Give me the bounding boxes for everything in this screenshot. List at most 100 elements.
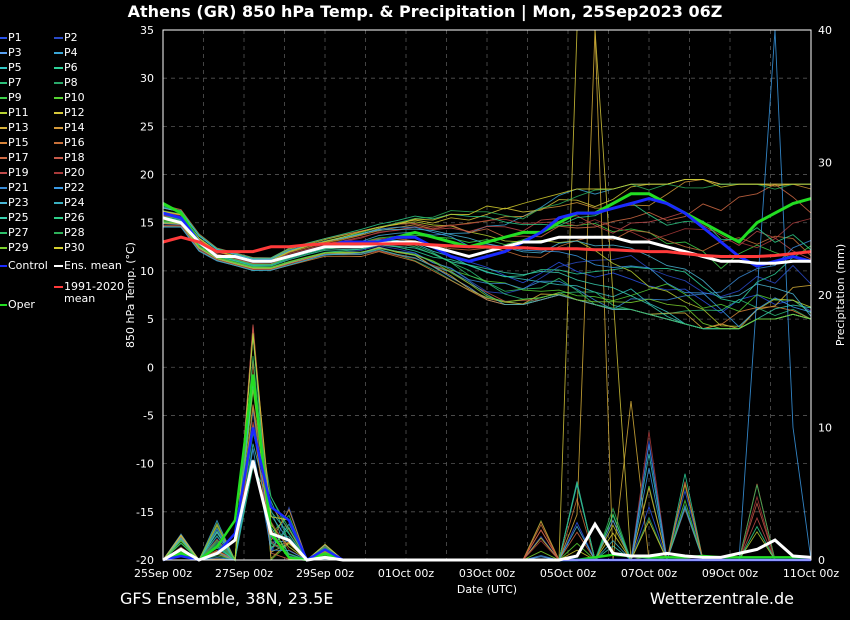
legend-swatch	[54, 67, 63, 69]
legend-item: P25	[0, 212, 29, 224]
legend-swatch	[0, 52, 7, 54]
legend-swatch	[54, 172, 63, 174]
legend-item: Control	[0, 260, 48, 272]
legend-label: P22	[64, 181, 85, 194]
legend-item: 1991-2020 mean	[54, 281, 126, 305]
legend-label: P19	[8, 166, 29, 179]
legend-item: P16	[54, 137, 85, 149]
legend-item: P23	[0, 197, 29, 209]
legend-label: P30	[64, 241, 85, 254]
legend-swatch	[54, 52, 63, 54]
y-left-tick-label: 30	[140, 72, 154, 85]
legend-label: P15	[8, 136, 29, 149]
legend-item: P1	[0, 32, 22, 44]
legend-item: P12	[54, 107, 85, 119]
legend-item: P19	[0, 167, 29, 179]
legend-swatch	[0, 37, 7, 39]
x-tick-label: 07Oct 00z	[621, 567, 678, 580]
legend-item: P11	[0, 107, 29, 119]
legend-swatch	[54, 142, 63, 144]
legend-label: P10	[64, 91, 85, 104]
y-left-tick-label: 15	[140, 217, 154, 230]
legend-item: P29	[0, 242, 29, 254]
chart-axes: 35 30 25 20 15 10 5 0 -5 -10 -15 -20 40 30 20 10 0 25Sep …	[124, 24, 847, 596]
legend-label: Control	[8, 259, 48, 272]
legend-swatch	[54, 37, 63, 39]
member-temp-line	[162, 221, 812, 330]
legend-item: P10	[54, 92, 85, 104]
legend-label: P28	[64, 226, 85, 239]
y-right-tick-label: 0	[818, 554, 825, 567]
y-left-tick-label: -10	[136, 458, 154, 471]
legend-swatch	[54, 232, 63, 234]
legend-label: P3	[8, 46, 22, 59]
legend-swatch	[54, 286, 63, 288]
legend-item: P4	[54, 47, 78, 59]
legend-item: P26	[54, 212, 85, 224]
legend-label: P20	[64, 166, 85, 179]
legend-item: P24	[54, 197, 85, 209]
legend-label: Ens. mean	[64, 259, 122, 272]
legend-swatch	[54, 112, 63, 114]
legend-swatch	[0, 112, 7, 114]
y-left-tick-label: 10	[140, 265, 154, 278]
x-tick-label: 29Sep 00z	[296, 567, 354, 580]
legend-swatch	[54, 265, 63, 267]
legend-label: P17	[8, 151, 29, 164]
site-credit[interactable]: Wetterzentrale.de	[649, 589, 794, 608]
legend-swatch	[0, 172, 7, 174]
legend-label: P5	[8, 61, 22, 74]
model-info: GFS Ensemble, 38N, 23.5E	[120, 589, 334, 608]
legend-label: P7	[8, 76, 22, 89]
x-axis-title: Date (UTC)	[457, 583, 517, 596]
legend-swatch	[0, 232, 7, 234]
legend-item: P18	[54, 152, 85, 164]
legend-item: P22	[54, 182, 85, 194]
legend-label: P26	[64, 211, 85, 224]
legend-label: P9	[8, 91, 22, 104]
y-left-axis-title: 850 hPa Temp. (°C)	[124, 242, 137, 348]
legend-swatch	[0, 247, 7, 249]
y-right-tick-label: 20	[818, 289, 832, 302]
temp-line-1991-2020-mean	[162, 235, 812, 258]
legend-swatch	[0, 82, 7, 84]
legend-swatch	[0, 97, 7, 99]
plot-frame	[162, 29, 812, 561]
legend-swatch	[0, 187, 7, 189]
legend-label: P14	[64, 121, 85, 134]
legend-item: Ens. mean	[54, 260, 122, 272]
legend-label: P13	[8, 121, 29, 134]
legend-item: P9	[0, 92, 22, 104]
legend-item: P21	[0, 182, 29, 194]
legend-label: P29	[8, 241, 29, 254]
legend-swatch	[54, 127, 63, 129]
legend-item: P3	[0, 47, 22, 59]
legend-label: P8	[64, 76, 78, 89]
legend-label: Oper	[8, 298, 35, 311]
y-right-tick-label: 10	[818, 422, 832, 435]
legend-item: P14	[54, 122, 85, 134]
legend-label: P25	[8, 211, 29, 224]
member-temp-line	[162, 220, 812, 314]
y-left-tick-label: 5	[147, 313, 154, 326]
legend-item: P2	[54, 32, 78, 44]
legend-swatch	[0, 202, 7, 204]
legend-swatch	[0, 67, 7, 69]
legend-label: P27	[8, 226, 29, 239]
legend-label: P11	[8, 106, 29, 119]
legend-item: Oper	[0, 299, 35, 311]
legend-item: P13	[0, 122, 29, 134]
legend-swatch	[54, 217, 63, 219]
legend-item: P20	[54, 167, 85, 179]
legend-swatch	[0, 127, 7, 129]
y-left-tick-label: -20	[136, 554, 154, 567]
legend-label: P18	[64, 151, 85, 164]
legend-swatch	[0, 157, 7, 159]
legend-item: P6	[54, 62, 78, 74]
legend-swatch	[0, 142, 7, 144]
legend-item: P30	[54, 242, 85, 254]
legend-label: P24	[64, 196, 85, 209]
y-left-tick-label: 20	[140, 169, 154, 182]
x-tick-label: 27Sep 00z	[215, 567, 273, 580]
